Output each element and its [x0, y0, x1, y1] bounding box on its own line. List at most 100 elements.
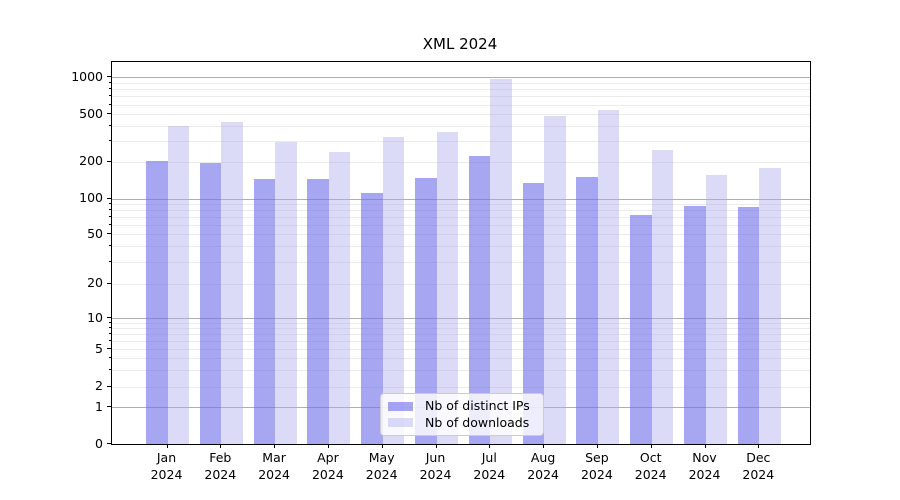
y-minor-tick-mark: [108, 357, 111, 359]
y-gridline-minor: [112, 261, 810, 263]
y-minor-tick-mark: [108, 233, 111, 235]
y-minor-tick-mark: [108, 139, 111, 141]
y-tick-label: 0: [95, 435, 103, 451]
x-tick-label: Jan 2024: [150, 450, 183, 482]
y-tick-mark: [107, 443, 111, 444]
y-gridline-minor: [112, 358, 810, 360]
bar-distinct-ips-Nov: [684, 205, 706, 444]
plot-area: Nb of distinct IPs Nb of downloads: [111, 61, 811, 445]
bar-distinct-ips-May: [361, 192, 383, 444]
y-gridline-minor: [112, 246, 810, 248]
x-tick-mark: [704, 444, 706, 448]
legend-item-distinct-ips: Nb of distinct IPs: [388, 398, 536, 414]
x-tick-mark: [596, 444, 598, 448]
y-gridline-minor: [112, 210, 810, 211]
x-tick-mark: [220, 444, 222, 448]
y-gridline-minor: [112, 216, 810, 218]
x-tick-label: Nov 2024: [688, 450, 721, 482]
y-tick-mark: [107, 76, 111, 77]
bar-downloads-Oct: [651, 150, 674, 444]
legend-label-downloads: Nb of downloads: [425, 414, 530, 430]
y-tick-label: 5: [95, 340, 103, 356]
bar-distinct-ips-Aug: [522, 182, 545, 444]
y-minor-tick-mark: [108, 124, 111, 126]
y-minor-tick-mark: [108, 160, 111, 162]
x-tick-label: Mar 2024: [258, 450, 290, 482]
y-minor-tick-mark: [108, 321, 111, 323]
y-minor-tick-mark: [108, 245, 111, 247]
y-tick-label: 1: [95, 398, 103, 414]
y-gridline-minor: [112, 114, 810, 116]
bar-downloads-Jul: [490, 78, 512, 444]
x-tick-mark: [543, 444, 545, 448]
y-gridline-minor: [112, 140, 810, 142]
legend: Nb of distinct IPs Nb of downloads: [380, 393, 544, 436]
y-tick-label: 20: [87, 275, 103, 290]
y-minor-tick-mark: [108, 113, 111, 115]
bar-downloads-May: [382, 136, 405, 444]
y-gridline-minor: [112, 96, 810, 98]
y-gridline-minor: [112, 340, 810, 342]
y-tick-label: 10: [87, 309, 103, 325]
bar-distinct-ips-Sep: [576, 177, 598, 444]
bar-distinct-ips-Jun: [415, 178, 437, 444]
chart-title: XML 2024: [422, 35, 498, 53]
y-gridline-minor: [112, 349, 810, 351]
legend-item-downloads: Nb of downloads: [388, 415, 536, 431]
y-minor-tick-mark: [108, 260, 111, 262]
bar-downloads-Aug: [544, 116, 566, 444]
x-tick-mark: [435, 444, 437, 448]
bar-distinct-ips-Apr: [307, 178, 329, 444]
x-tick-label: May 2024: [365, 450, 398, 482]
y-minor-tick-mark: [108, 339, 111, 341]
y-gridline-major: [112, 198, 810, 200]
y-gridline-minor: [112, 224, 810, 226]
y-gridline-minor: [112, 82, 810, 84]
y-gridline-minor: [112, 104, 810, 106]
y-minor-tick-mark: [108, 88, 111, 89]
y-gridline-minor: [112, 283, 810, 285]
y-minor-tick-mark: [108, 81, 111, 83]
bar-downloads-Mar: [275, 141, 297, 444]
bar-distinct-ips-Mar: [253, 178, 276, 444]
y-tick-label: 2: [95, 378, 103, 394]
x-tick-mark: [327, 444, 329, 448]
legend-swatch-distinct-ips: [388, 401, 413, 411]
bar-downloads-Jun: [436, 132, 458, 444]
x-tick-mark: [489, 444, 491, 448]
y-minor-tick-mark: [108, 223, 111, 225]
y-gridline-major: [112, 77, 810, 78]
bar-downloads-Dec: [759, 167, 781, 444]
y-minor-tick-mark: [108, 209, 111, 210]
x-tick-label: Jun 2024: [419, 450, 452, 482]
bar-downloads-Nov: [705, 174, 727, 444]
bar-distinct-ips-Oct: [630, 214, 652, 444]
legend-swatch-downloads: [388, 418, 413, 428]
y-gridline-minor: [112, 204, 810, 205]
y-tick-label: 500: [79, 105, 103, 121]
x-tick-mark: [758, 444, 760, 448]
x-tick-label: Dec 2024: [742, 450, 775, 482]
bar-distinct-ips-Dec: [737, 206, 760, 444]
y-tick-label: 1000: [71, 68, 103, 84]
y-minor-tick-mark: [108, 385, 111, 387]
x-tick-mark: [166, 444, 168, 448]
y-gridline-minor: [112, 161, 810, 163]
y-tick-mark: [107, 197, 111, 199]
y-tick-mark: [107, 406, 111, 408]
x-tick-label: Oct 2024: [634, 450, 667, 482]
y-tick-label: 100: [79, 190, 103, 206]
y-gridline-minor: [112, 386, 810, 388]
x-tick-label: Jul 2024: [473, 450, 506, 482]
x-tick-label: Feb 2024: [204, 450, 237, 482]
bar-distinct-ips-Jan: [146, 160, 168, 444]
y-gridline-major: [112, 318, 810, 320]
x-tick-label: Sep 2024: [580, 450, 613, 482]
x-tick-label: Apr 2024: [311, 450, 344, 482]
y-gridline-minor: [112, 89, 810, 90]
legend-label-distinct-ips: Nb of distinct IPs: [425, 398, 530, 414]
y-minor-tick-mark: [108, 215, 111, 217]
y-minor-tick-mark: [108, 327, 111, 329]
bar-downloads-Sep: [597, 109, 620, 444]
bar-downloads-Jan: [167, 125, 189, 444]
